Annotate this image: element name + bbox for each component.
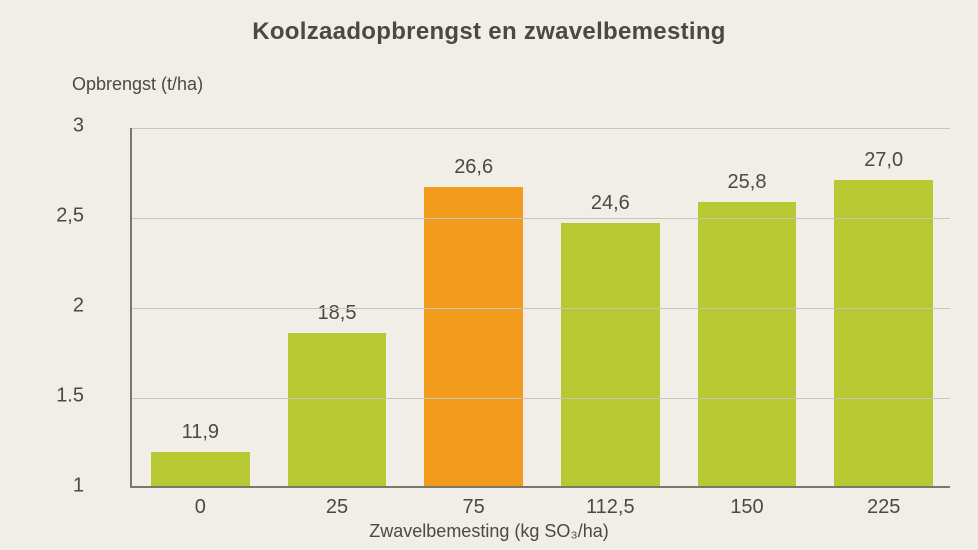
gridline <box>132 128 950 129</box>
y-tick-label: 3 <box>24 115 84 138</box>
bar-value-label: 26,6 <box>454 156 493 179</box>
x-tick-label: 75 <box>463 496 485 519</box>
y-tick-label: 2,5 <box>24 205 84 228</box>
plot-area: 11,9018,52526,67524,6112,525,815027,0225… <box>130 128 950 488</box>
x-tick-label: 150 <box>730 496 763 519</box>
bar-value-label: 11,9 <box>182 421 219 444</box>
x-tick-label: 25 <box>326 496 348 519</box>
bar <box>151 452 249 486</box>
x-tick-label: 0 <box>195 496 206 519</box>
bar <box>288 333 386 486</box>
bar <box>561 223 659 486</box>
bar <box>698 202 796 486</box>
chart-title: Koolzaadopbrengst en zwavelbemesting <box>0 18 978 46</box>
bar-value-label: 25,8 <box>728 171 767 194</box>
chart-container: Koolzaadopbrengst en zwavelbemesting Opb… <box>0 0 978 550</box>
bar-value-label: 27,0 <box>864 149 903 172</box>
bar-slot: 18,525 <box>269 128 406 486</box>
bar-slot: 27,0225 <box>815 128 952 486</box>
bar-slot: 11,90 <box>132 128 269 486</box>
x-axis-title: Zwavelbemesting (kg SO₃/ha) <box>0 521 978 542</box>
x-tick-label: 225 <box>867 496 900 519</box>
bar-slot: 26,675 <box>405 128 542 486</box>
y-axis-title: Opbrengst (t/ha) <box>72 74 203 95</box>
gridline <box>132 398 950 399</box>
bar <box>834 180 932 486</box>
y-tick-label: 2 <box>24 295 84 318</box>
x-tick-label: 112,5 <box>586 496 635 519</box>
y-tick-label: 1 <box>24 475 84 498</box>
y-tick-label: 1.5 <box>24 385 84 408</box>
bar-value-label: 18,5 <box>318 302 357 325</box>
bar-slot: 25,8150 <box>679 128 816 486</box>
gridline <box>132 308 950 309</box>
bars-layer: 11,9018,52526,67524,6112,525,815027,0225 <box>132 128 950 486</box>
gridline <box>132 218 950 219</box>
bar-value-label: 24,6 <box>591 192 630 215</box>
bar <box>424 187 522 486</box>
bar-slot: 24,6112,5 <box>542 128 679 486</box>
